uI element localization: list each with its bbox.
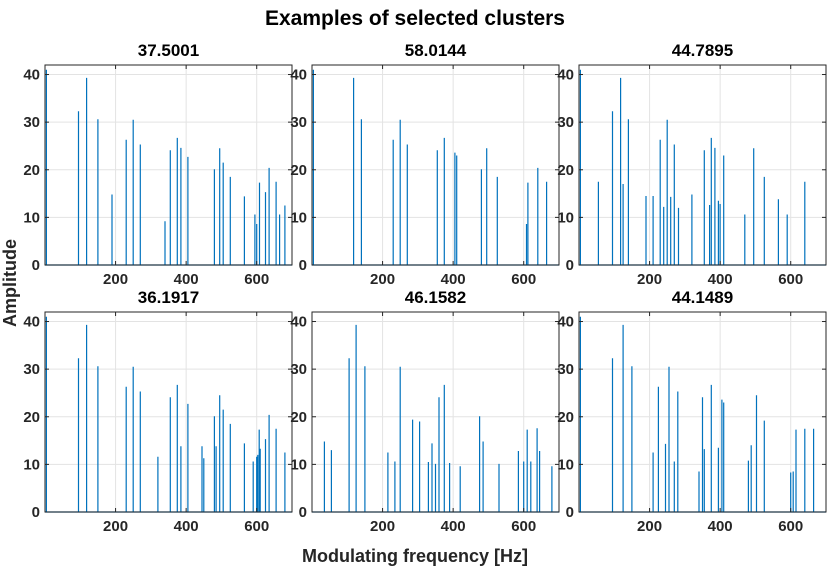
subplot-1: 200 400 600 0 10 20 30 40 37.5001	[23, 41, 293, 288]
subplot-title: 36.1917	[138, 288, 199, 307]
x-tick-label: 600	[778, 271, 803, 288]
x-tick-label: 400	[174, 518, 199, 535]
subplot-title: 44.7895	[672, 41, 733, 60]
x-tick-label: 200	[637, 271, 662, 288]
y-tick-label: 40	[557, 67, 574, 84]
spectrum-series	[312, 324, 559, 513]
y-tick-label: 20	[557, 162, 574, 179]
y-tick-label: 30	[23, 361, 40, 378]
x-tick-label: 200	[103, 271, 128, 288]
subplot-title: 37.5001	[138, 41, 199, 60]
subplot-title: 46.1582	[405, 288, 466, 307]
y-axis-label: Amplitude	[0, 239, 20, 327]
subplot-4: 200 400 600 0 10 20 30 40 36.1917	[23, 288, 293, 535]
x-tick-label: 400	[708, 518, 733, 535]
axes-frame	[44, 64, 293, 266]
figure-title: Examples of selected clusters	[265, 7, 565, 30]
subplot-title: 44.1489	[672, 288, 733, 307]
axes-frame	[44, 311, 293, 513]
y-tick-label: 10	[557, 209, 574, 226]
x-tick-label: 200	[370, 518, 395, 535]
spectrum-series	[312, 69, 559, 266]
y-tick-label: 20	[290, 162, 307, 179]
y-tick-label: 40	[557, 314, 574, 331]
y-tick-label: 30	[290, 361, 307, 378]
x-axis-label: Modulating frequency [Hz]	[302, 546, 528, 566]
x-tick-label: 400	[441, 271, 466, 288]
y-tick-label: 0	[566, 257, 574, 274]
y-tick-label: 30	[23, 114, 40, 131]
x-tick-label: 400	[441, 518, 466, 535]
x-tick-label: 200	[637, 518, 662, 535]
y-tick-label: 40	[23, 314, 40, 331]
x-tick-label: 600	[244, 271, 269, 288]
subplot-5: 200 400 600 0 10 20 30 40 46.1582	[290, 288, 560, 535]
y-tick-label: 0	[299, 257, 307, 274]
x-tick-label: 600	[511, 518, 536, 535]
x-tick-label: 600	[511, 271, 536, 288]
subplot-title: 58.0144	[405, 41, 467, 60]
y-tick-label: 10	[290, 456, 307, 473]
y-tick-label: 10	[23, 209, 40, 226]
y-tick-label: 10	[557, 456, 574, 473]
y-tick-label: 20	[557, 409, 574, 426]
y-tick-label: 30	[557, 114, 574, 131]
axes-frame	[578, 311, 827, 513]
x-tick-label: 200	[103, 518, 128, 535]
y-tick-label: 0	[299, 504, 307, 521]
y-tick-label: 20	[23, 162, 40, 179]
y-tick-label: 0	[32, 504, 40, 521]
y-tick-label: 30	[290, 114, 307, 131]
y-tick-label: 30	[557, 361, 574, 378]
x-tick-label: 400	[708, 271, 733, 288]
spectrum-series	[45, 316, 292, 513]
x-tick-label: 200	[370, 271, 395, 288]
axes-frame	[311, 64, 560, 266]
subplot-3: 200 400 600 0 10 20 30 40 44.7895	[557, 41, 827, 288]
axes-frame	[578, 64, 827, 266]
y-tick-label: 20	[290, 409, 307, 426]
subplot-2: 200 400 600 0 10 20 30 40 58.0144	[290, 41, 560, 288]
x-tick-label: 600	[244, 518, 269, 535]
x-tick-label: 400	[174, 271, 199, 288]
y-tick-label: 10	[290, 209, 307, 226]
axes-frame	[311, 311, 560, 513]
y-tick-label: 20	[23, 409, 40, 426]
y-tick-label: 40	[290, 67, 307, 84]
y-tick-label: 0	[32, 257, 40, 274]
y-tick-label: 40	[290, 314, 307, 331]
y-tick-label: 0	[566, 504, 574, 521]
y-tick-label: 40	[23, 67, 40, 84]
subplot-6: 200 400 600 0 10 20 30 40 44.1489	[557, 288, 827, 535]
y-tick-label: 10	[23, 456, 40, 473]
x-tick-label: 600	[778, 518, 803, 535]
